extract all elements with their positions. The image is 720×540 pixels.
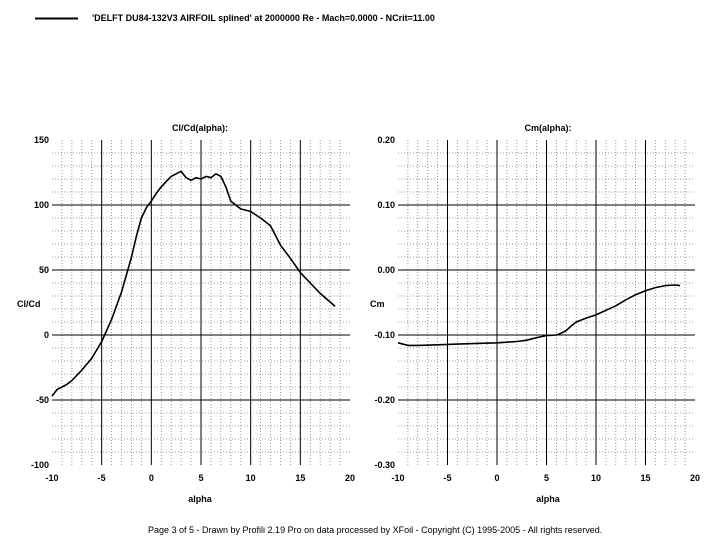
cm-x-tick-label: 0 <box>494 473 499 483</box>
clcd-y-tick-label: 100 <box>34 200 49 210</box>
cm-y-tick-label: 0.20 <box>377 135 395 145</box>
clcd-y-tick-label: -50 <box>36 395 49 405</box>
clcd-x-tick-label: 0 <box>149 473 154 483</box>
cm-x-tick-label: 15 <box>640 473 650 483</box>
clcd-x-tick-label: 15 <box>295 473 305 483</box>
clcd-x-tick-label: 5 <box>198 473 203 483</box>
cm-y-tick-label: 0.10 <box>377 200 395 210</box>
cm-series-line <box>397 284 681 347</box>
clcd-chart-title: Cl/Cd(alpha): <box>172 123 228 133</box>
cm-y-tick-label: -0.20 <box>374 395 395 405</box>
clcd-y-tick-label: 150 <box>34 135 49 145</box>
clcd-x-tick-label: 10 <box>246 473 256 483</box>
clcd-chart: Cl/Cd(alpha): Cl/Cd alpha -10 -5 0 5 10 15 20-… <box>17 123 355 504</box>
clcd-x-tick-label: -10 <box>45 473 58 483</box>
cm-x-tick-label: 20 <box>690 473 700 483</box>
clcd-y-tick-label: 50 <box>39 265 49 275</box>
cm-grid <box>398 140 695 465</box>
cm-x-tick-label: -5 <box>443 473 451 483</box>
cm-y-tick-label: 0.00 <box>377 265 395 275</box>
clcd-x-tick-label: 20 <box>345 473 355 483</box>
cm-x-tick-label: -10 <box>391 473 404 483</box>
clcd-x-tick-label: -5 <box>98 473 106 483</box>
cm-y-axis-label: Cm <box>370 299 385 309</box>
cm-y-tick-label: -0.30 <box>374 460 395 470</box>
cm-chart-title: Cm(alpha): <box>525 123 572 133</box>
cm-x-tick-label: 5 <box>544 473 549 483</box>
clcd-grid <box>52 140 350 465</box>
clcd-series-line <box>51 170 336 397</box>
footer-text: Page 3 of 5 - Drawn by Profili 2.19 Pro … <box>148 525 602 535</box>
cm-x-tick-label: 10 <box>591 473 601 483</box>
clcd-y-tick-label: 0 <box>44 330 49 340</box>
cm-x-axis-label: alpha <box>536 494 561 504</box>
clcd-y-tick-label: -100 <box>31 460 49 470</box>
cm-chart: Cm(alpha): Cm alpha -10 -5 0 5 10 15 20 -0.30 -0… <box>370 123 700 504</box>
cm-y-tick-label: -0.10 <box>374 330 395 340</box>
clcd-x-axis-label: alpha <box>188 494 213 504</box>
legend-text: 'DELFT DU84-132V3 AIRFOIL splined' at 20… <box>92 13 435 23</box>
clcd-y-axis-label: Cl/Cd <box>17 299 41 309</box>
